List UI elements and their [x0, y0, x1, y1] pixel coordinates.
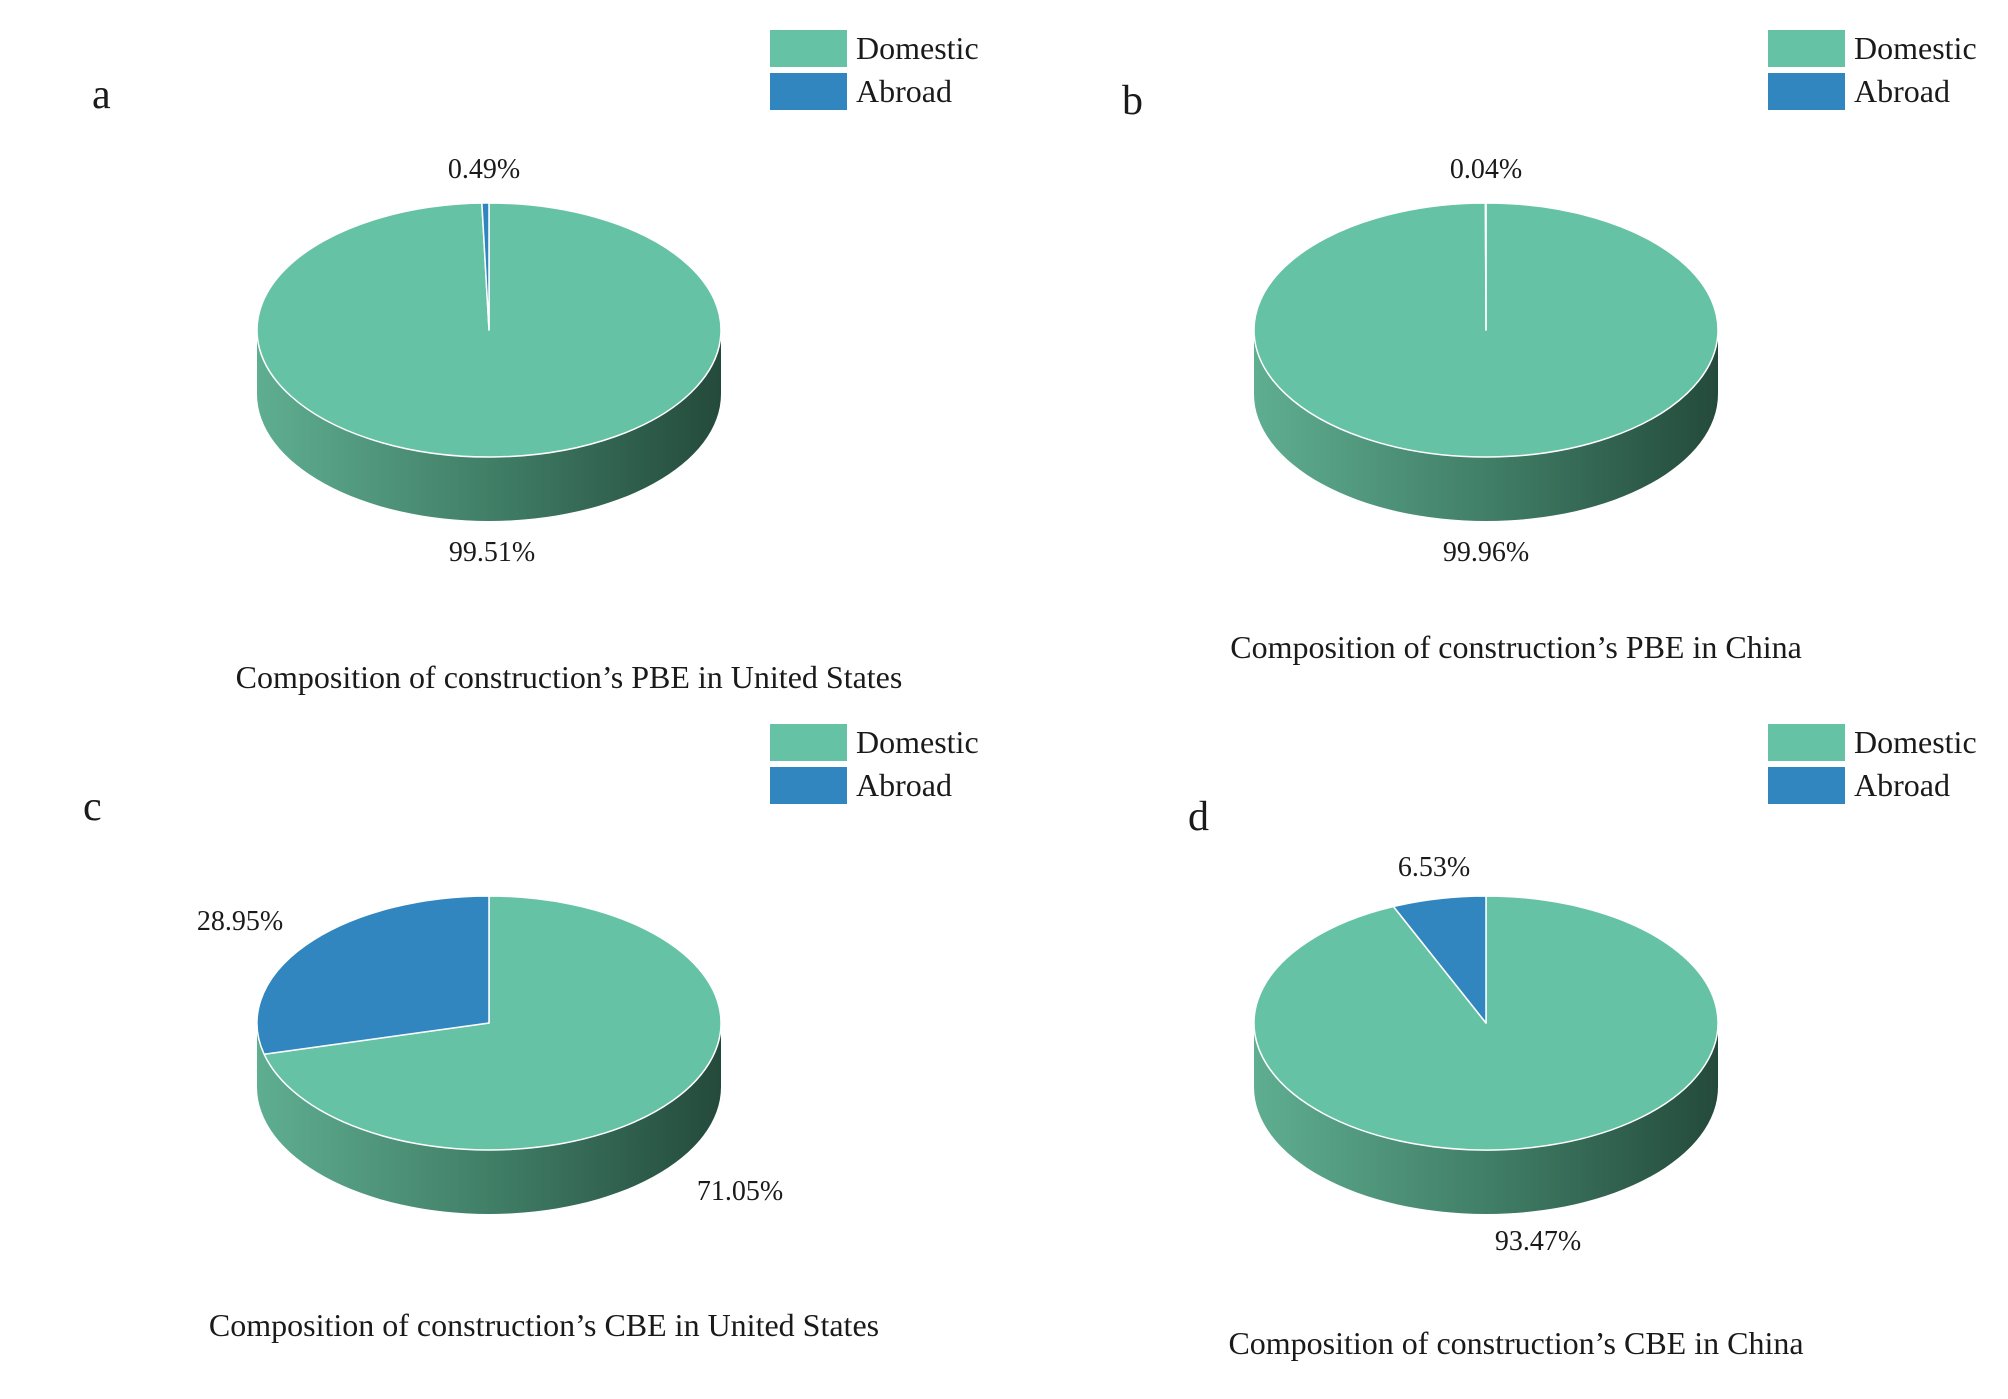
- data-label-domestic: 99.96%: [1443, 537, 1529, 568]
- pie-side-domestic: [1254, 1023, 1718, 1214]
- legend-label-abroad: Abroad: [856, 73, 952, 109]
- data-label-abroad: 0.04%: [1450, 154, 1522, 185]
- chart-title: Composition of construction’s PBE in Chi…: [1230, 629, 1802, 665]
- legend-label-domestic: Domestic: [856, 30, 979, 66]
- data-label-domestic: 71.05%: [697, 1176, 783, 1207]
- pie-slice-abroad: [1392, 895, 1487, 1024]
- legend-swatch-domestic: [1768, 724, 1845, 761]
- pie-panel-c: 71.05% 28.95% c Composition of construction…: [83, 724, 979, 1343]
- legend-swatch-abroad: [1768, 73, 1845, 110]
- legend-label-abroad: Abroad: [1854, 767, 1950, 803]
- legend-swatch-abroad: [770, 73, 847, 110]
- pie-panel-b: 99.96% 0.04% b Composition of construction’…: [1122, 30, 1977, 665]
- chart-title: Composition of construction’s CBE in Uni…: [209, 1307, 879, 1343]
- legend-label-abroad: Abroad: [1854, 73, 1950, 109]
- pie-panel-a: 99.51% 0.49% a Composition of construction’…: [92, 30, 979, 695]
- data-label-abroad: 0.49%: [448, 154, 520, 185]
- data-label-domestic: 99.51%: [449, 537, 535, 568]
- pie-slice-abroad: [256, 895, 490, 1055]
- legend-label-domestic: Domestic: [856, 724, 979, 760]
- panel-label: c: [83, 784, 102, 830]
- legend-label-domestic: Domestic: [1854, 30, 1977, 66]
- legend-label-abroad: Abroad: [856, 767, 952, 803]
- pie-side-domestic: [257, 1023, 721, 1214]
- data-label-abroad: 6.53%: [1398, 852, 1470, 883]
- panel-label: d: [1188, 794, 1209, 840]
- chart-title: Composition of construction’s PBE in Uni…: [236, 659, 903, 695]
- legend: Domestic Abroad: [1768, 724, 1977, 804]
- legend-label-domestic: Domestic: [1854, 724, 1977, 760]
- pie-slice-abroad: [1484, 202, 1487, 331]
- legend-swatch-abroad: [1768, 767, 1845, 804]
- pie-slice-abroad: [481, 202, 490, 331]
- panel-label: b: [1122, 78, 1143, 124]
- chart-title: Composition of construction’s CBE in Chi…: [1228, 1325, 1803, 1361]
- data-label-domestic: 93.47%: [1495, 1226, 1581, 1257]
- pie-panel-d: 93.47% 6.53% d Composition of construction’…: [1188, 724, 1977, 1361]
- data-label-abroad: 28.95%: [197, 906, 283, 937]
- pie-slice-domestic: [263, 895, 722, 1151]
- legend: Domestic Abroad: [770, 724, 979, 804]
- legend-swatch-abroad: [770, 767, 847, 804]
- legend-swatch-domestic: [770, 724, 847, 761]
- legend-swatch-domestic: [770, 30, 847, 67]
- pie-side-domestic: [257, 330, 721, 521]
- panel-label: a: [92, 72, 111, 118]
- legend: Domestic Abroad: [770, 30, 979, 110]
- pie-side-domestic: [1254, 330, 1718, 521]
- legend: Domestic Abroad: [1768, 30, 1977, 110]
- legend-swatch-domestic: [1768, 30, 1845, 67]
